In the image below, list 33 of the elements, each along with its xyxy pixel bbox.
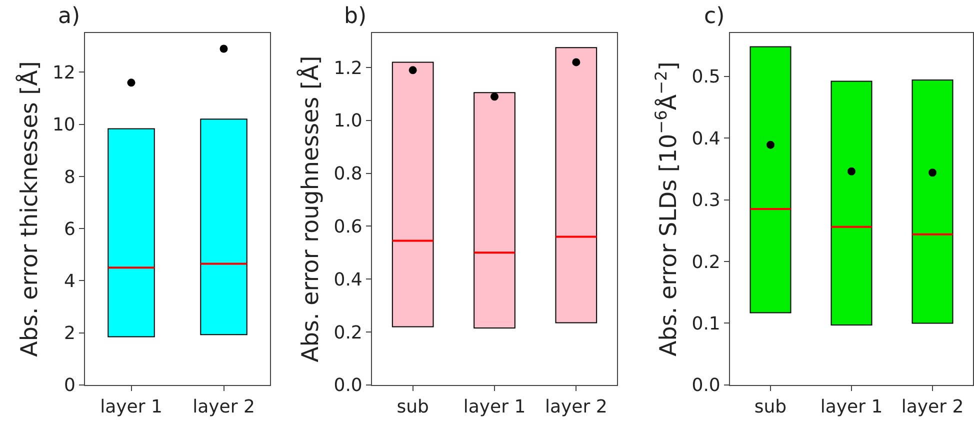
chart-title: c) <box>704 4 725 29</box>
y-tick-label: 1.0 <box>334 110 362 132</box>
y-tick-label: 8 <box>64 166 76 188</box>
x-tick-label: layer 2 <box>901 396 964 418</box>
x-tick-label: sub <box>754 396 787 418</box>
y-tick-label: 0.4 <box>334 269 362 290</box>
chart-title: b) <box>344 4 367 29</box>
y-tick-label: 0.2 <box>334 322 362 344</box>
y-tick-label: 0.0 <box>692 375 720 396</box>
y-tick-label: 0 <box>64 375 76 396</box>
x-tick-label: layer 1 <box>463 396 526 418</box>
y-tick-label: 12 <box>52 62 76 84</box>
y-tick-label: 0.8 <box>334 164 362 185</box>
y-tick-label: 4 <box>64 270 76 292</box>
x-tick-label: layer 2 <box>545 396 608 418</box>
y-tick-label: 0.5 <box>692 66 720 88</box>
x-tick-label: sub <box>396 396 429 418</box>
y-tick-label: 0.0 <box>334 375 362 396</box>
y-tick-label: 0.4 <box>692 128 720 150</box>
y-tick-label: 0.6 <box>334 216 362 238</box>
y-tick-label: 10 <box>52 114 76 136</box>
x-tick-label: layer 2 <box>192 396 255 418</box>
chart-title: a) <box>58 4 80 29</box>
y-tick-label: 2 <box>64 323 76 344</box>
y-tick-label: 0.3 <box>692 190 720 212</box>
x-tick-label: layer 1 <box>100 396 162 418</box>
x-tick-label: layer 1 <box>820 396 883 418</box>
y-tick-label: 1.2 <box>334 58 362 79</box>
y-axis-title: Abs. error thicknesses [Å] <box>14 61 43 357</box>
y-tick-label: 0.2 <box>692 252 720 273</box>
y-tick-label: 0.1 <box>692 314 720 334</box>
y-axis-title: Abs. error roughnesses [Å] <box>296 56 324 362</box>
y-tick-label: 6 <box>64 218 76 240</box>
